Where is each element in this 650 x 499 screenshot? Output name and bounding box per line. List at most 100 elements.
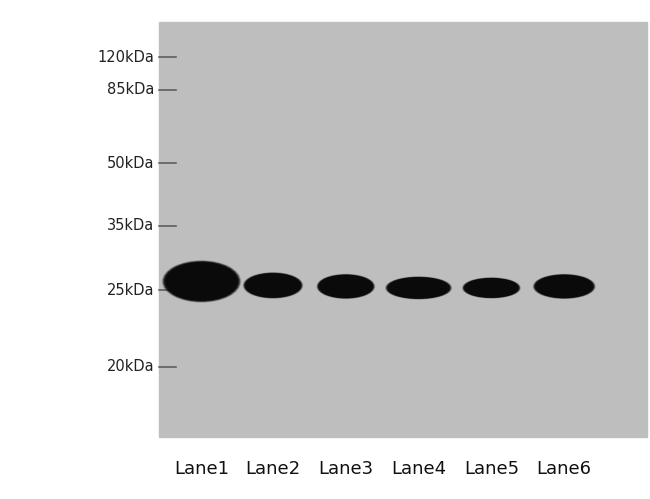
Ellipse shape — [466, 279, 517, 296]
Ellipse shape — [537, 276, 592, 296]
Text: 85kDa: 85kDa — [107, 82, 154, 97]
Ellipse shape — [170, 265, 233, 297]
Ellipse shape — [463, 278, 520, 298]
Text: Lane2: Lane2 — [246, 460, 300, 478]
Ellipse shape — [534, 275, 594, 298]
Ellipse shape — [466, 279, 517, 296]
Text: Lane6: Lane6 — [537, 460, 592, 478]
Ellipse shape — [245, 273, 301, 297]
Ellipse shape — [387, 277, 450, 298]
Ellipse shape — [534, 274, 595, 298]
Ellipse shape — [319, 275, 372, 297]
Bar — [159, 22, 647, 437]
Ellipse shape — [467, 279, 516, 296]
Ellipse shape — [387, 277, 450, 298]
Ellipse shape — [248, 275, 298, 295]
Ellipse shape — [244, 273, 302, 298]
Ellipse shape — [389, 278, 448, 297]
Ellipse shape — [540, 277, 590, 296]
Ellipse shape — [469, 280, 514, 295]
Ellipse shape — [467, 279, 516, 296]
Ellipse shape — [318, 275, 374, 298]
Ellipse shape — [468, 280, 515, 296]
Text: Lane5: Lane5 — [464, 460, 519, 478]
Ellipse shape — [534, 275, 595, 298]
Ellipse shape — [469, 280, 514, 295]
Ellipse shape — [390, 278, 447, 297]
Ellipse shape — [536, 275, 593, 297]
Ellipse shape — [534, 275, 594, 298]
Ellipse shape — [246, 274, 300, 296]
Ellipse shape — [250, 276, 296, 295]
Ellipse shape — [318, 275, 374, 298]
Ellipse shape — [168, 264, 235, 298]
Ellipse shape — [248, 275, 298, 296]
Ellipse shape — [168, 264, 235, 299]
Ellipse shape — [390, 279, 447, 297]
Ellipse shape — [464, 278, 519, 297]
Ellipse shape — [320, 276, 372, 297]
Ellipse shape — [388, 278, 449, 298]
Ellipse shape — [165, 262, 238, 300]
Ellipse shape — [538, 276, 591, 296]
Ellipse shape — [247, 274, 299, 296]
Ellipse shape — [535, 275, 593, 297]
Text: Lane4: Lane4 — [391, 460, 446, 478]
Ellipse shape — [170, 265, 233, 298]
Ellipse shape — [248, 275, 298, 296]
Ellipse shape — [386, 277, 451, 299]
Ellipse shape — [464, 278, 519, 297]
Ellipse shape — [318, 275, 373, 298]
Ellipse shape — [392, 279, 445, 296]
Ellipse shape — [320, 276, 372, 297]
Ellipse shape — [389, 278, 448, 298]
Ellipse shape — [165, 262, 238, 300]
Ellipse shape — [317, 274, 374, 298]
Ellipse shape — [323, 277, 369, 295]
Ellipse shape — [320, 276, 371, 297]
Ellipse shape — [322, 276, 370, 296]
Ellipse shape — [246, 274, 300, 297]
Ellipse shape — [249, 275, 297, 295]
Ellipse shape — [321, 276, 370, 296]
Ellipse shape — [465, 279, 518, 297]
Ellipse shape — [465, 279, 517, 297]
Ellipse shape — [388, 278, 449, 298]
Text: 35kDa: 35kDa — [107, 218, 154, 233]
Ellipse shape — [463, 278, 519, 297]
Ellipse shape — [463, 278, 519, 297]
Ellipse shape — [536, 275, 593, 297]
Text: Lane1: Lane1 — [174, 460, 229, 478]
Ellipse shape — [389, 278, 448, 297]
Ellipse shape — [468, 280, 515, 295]
Ellipse shape — [538, 276, 590, 296]
Ellipse shape — [322, 277, 369, 296]
Ellipse shape — [536, 275, 593, 297]
Ellipse shape — [391, 279, 446, 297]
Ellipse shape — [463, 278, 520, 298]
Ellipse shape — [168, 264, 235, 298]
Ellipse shape — [320, 276, 371, 296]
Ellipse shape — [164, 261, 239, 301]
Ellipse shape — [250, 276, 296, 295]
Bar — [0, 0, 650, 22]
Ellipse shape — [166, 263, 237, 300]
Ellipse shape — [246, 274, 300, 297]
Ellipse shape — [244, 273, 302, 297]
Ellipse shape — [465, 279, 517, 297]
Text: 120kDa: 120kDa — [97, 50, 154, 65]
Ellipse shape — [243, 273, 303, 298]
Ellipse shape — [319, 275, 372, 297]
Ellipse shape — [540, 277, 589, 295]
Ellipse shape — [249, 275, 297, 295]
Ellipse shape — [391, 279, 446, 296]
Text: 50kDa: 50kDa — [107, 156, 154, 171]
Ellipse shape — [465, 279, 518, 297]
Ellipse shape — [537, 276, 592, 297]
Ellipse shape — [387, 277, 450, 298]
Ellipse shape — [538, 276, 591, 296]
Ellipse shape — [164, 262, 239, 301]
Bar — [0, 0, 159, 499]
Text: Lane3: Lane3 — [318, 460, 373, 478]
Ellipse shape — [164, 262, 239, 301]
